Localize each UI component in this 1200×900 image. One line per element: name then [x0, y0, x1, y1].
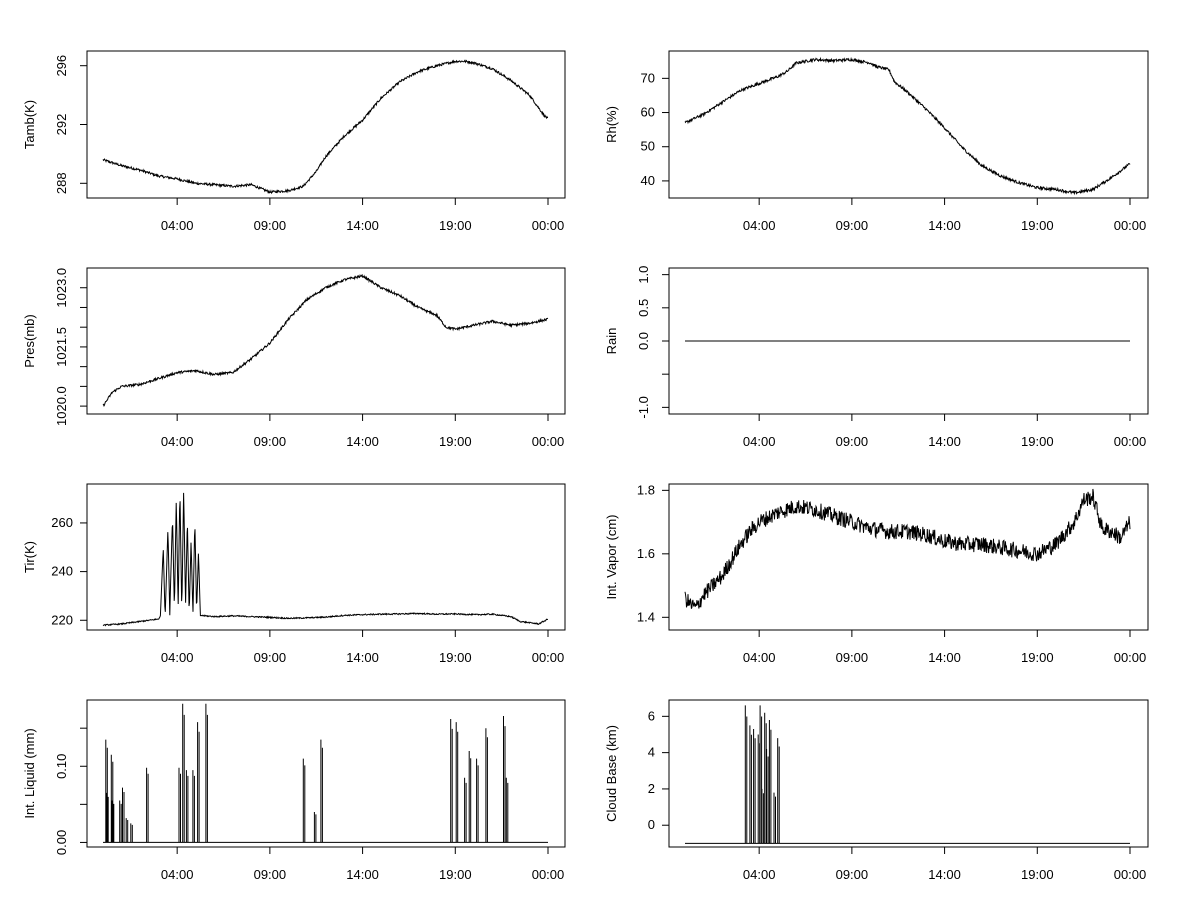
y-tick-label: 4 [648, 745, 655, 760]
plot-frame [86, 483, 566, 631]
y-tick-label: 0.5 [636, 299, 651, 317]
x-tick-label: 04:00 [161, 434, 194, 449]
y-tick-label: 220 [51, 612, 73, 627]
x-tick-label: 00:00 [532, 218, 565, 233]
x-tick-label: 04:00 [743, 434, 776, 449]
x-tick-label: 04:00 [743, 650, 776, 665]
y-tick-label: 1021.5 [54, 327, 69, 367]
x-tick-label: 14:00 [346, 434, 379, 449]
x-tick-label: 14:00 [346, 867, 379, 882]
x-tick-label: 00:00 [532, 867, 565, 882]
x-tick-label: 09:00 [836, 434, 869, 449]
y-tick-label: 1.4 [637, 609, 655, 624]
x-tick-label: 00:00 [1114, 650, 1147, 665]
y-axis-label: Pres(mb) [22, 314, 37, 367]
y-tick-label: 260 [51, 515, 73, 530]
x-tick-label: 14:00 [928, 218, 961, 233]
y-tick-label: 60 [641, 105, 655, 120]
panel-4: 04:00 09:00 14:00 19:00 00:00 220 240 260 Tir(K) [22, 483, 566, 665]
panel-5: 04:00 09:00 14:00 19:00 00:00 1.4 1.6 1.8 Int. V… [604, 482, 1149, 665]
plot-frame [86, 267, 566, 415]
x-tick-label: 19:00 [439, 650, 472, 665]
x-tick-label: 14:00 [346, 218, 379, 233]
x-tick-label: 00:00 [1114, 218, 1147, 233]
panel-2: 04:00 09:00 14:00 19:00 00:00 1020.0 1021.5 102… [22, 267, 566, 449]
series-line-0 [684, 488, 1131, 609]
y-tick-label: 0 [648, 817, 655, 832]
series-line-0 [684, 56, 1131, 196]
y-axis-label: Tamb(K) [22, 100, 37, 149]
y-tick-label: 70 [641, 70, 655, 85]
series-line-0 [102, 59, 549, 195]
series-line-0 [685, 705, 1130, 844]
panel-7: 04:00 09:00 14:00 19:00 00:00 0 2 4 6 Cloud Base … [604, 699, 1149, 882]
y-tick-label: 2 [648, 781, 655, 796]
plot-frame [668, 483, 1149, 631]
x-tick-label: 00:00 [532, 434, 565, 449]
x-tick-label: 19:00 [1021, 650, 1054, 665]
x-tick-label: 14:00 [346, 650, 379, 665]
plot-frame [668, 699, 1149, 848]
y-axis-label: Int. Liquid (mm) [22, 728, 37, 818]
panel-3: 04:00 09:00 14:00 19:00 00:00 -1.0 0.0 0.5 1.0 Ra… [604, 266, 1149, 449]
x-tick-label: 09:00 [254, 650, 287, 665]
y-tick-label: 296 [54, 55, 69, 77]
x-tick-label: 19:00 [1021, 218, 1054, 233]
y-axis-label: Rain [604, 328, 619, 355]
y-tick-label: 40 [641, 173, 655, 188]
y-tick-label: 292 [54, 114, 69, 136]
x-tick-label: 09:00 [836, 650, 869, 665]
y-tick-label: 1023.0 [54, 268, 69, 308]
x-tick-label: 09:00 [254, 218, 287, 233]
series-line-0 [102, 273, 549, 407]
x-tick-label: 14:00 [928, 867, 961, 882]
plot-frame [668, 50, 1149, 199]
y-tick-label: 50 [641, 139, 655, 154]
x-tick-label: 09:00 [254, 867, 287, 882]
x-tick-label: 04:00 [161, 650, 194, 665]
y-tick-label: 1.0 [636, 266, 651, 284]
x-tick-label: 04:00 [743, 867, 776, 882]
x-tick-label: 00:00 [1114, 434, 1147, 449]
x-tick-label: 09:00 [836, 867, 869, 882]
y-tick-label: 6 [648, 708, 655, 723]
x-tick-label: 04:00 [743, 218, 776, 233]
panel-6: 04:00 09:00 14:00 19:00 00:00 0.00 0.10 Int. Li… [22, 699, 566, 882]
y-tick-label: -1.0 [636, 396, 651, 418]
x-tick-label: 19:00 [1021, 434, 1054, 449]
y-tick-label: 1.6 [637, 546, 655, 561]
x-tick-label: 19:00 [439, 218, 472, 233]
panel-0: 04:00 09:00 14:00 19:00 00:00 288 292 296 Tamb(K… [22, 50, 566, 233]
panel-1: 04:00 09:00 14:00 19:00 00:00 40 50 60 70 Rh(%) [604, 50, 1149, 233]
y-tick-label: 1.8 [637, 482, 655, 497]
y-tick-label: 0.10 [54, 754, 69, 779]
x-tick-label: 00:00 [532, 650, 565, 665]
y-axis-label: Int. Vapor (cm) [604, 514, 619, 599]
series-line-0 [103, 703, 548, 843]
x-tick-label: 09:00 [836, 218, 869, 233]
y-axis-label: Tir(K) [22, 541, 37, 573]
x-tick-label: 09:00 [254, 434, 287, 449]
y-tick-label: 240 [51, 564, 73, 579]
y-tick-label: 0.0 [636, 332, 651, 350]
x-tick-label: 14:00 [928, 434, 961, 449]
x-tick-label: 04:00 [161, 218, 194, 233]
series-line-0 [102, 492, 548, 627]
y-tick-label: 0.00 [54, 830, 69, 855]
x-tick-label: 19:00 [1021, 867, 1054, 882]
y-tick-label: 288 [54, 172, 69, 194]
y-tick-label: 1020.0 [54, 386, 69, 426]
y-axis-label: Cloud Base (km) [604, 725, 619, 822]
x-tick-label: 19:00 [439, 867, 472, 882]
x-tick-label: 14:00 [928, 650, 961, 665]
x-tick-label: 00:00 [1114, 867, 1147, 882]
x-tick-label: 04:00 [161, 867, 194, 882]
plot-frame [86, 699, 566, 848]
x-tick-label: 19:00 [439, 434, 472, 449]
y-axis-label: Rh(%) [604, 106, 619, 143]
